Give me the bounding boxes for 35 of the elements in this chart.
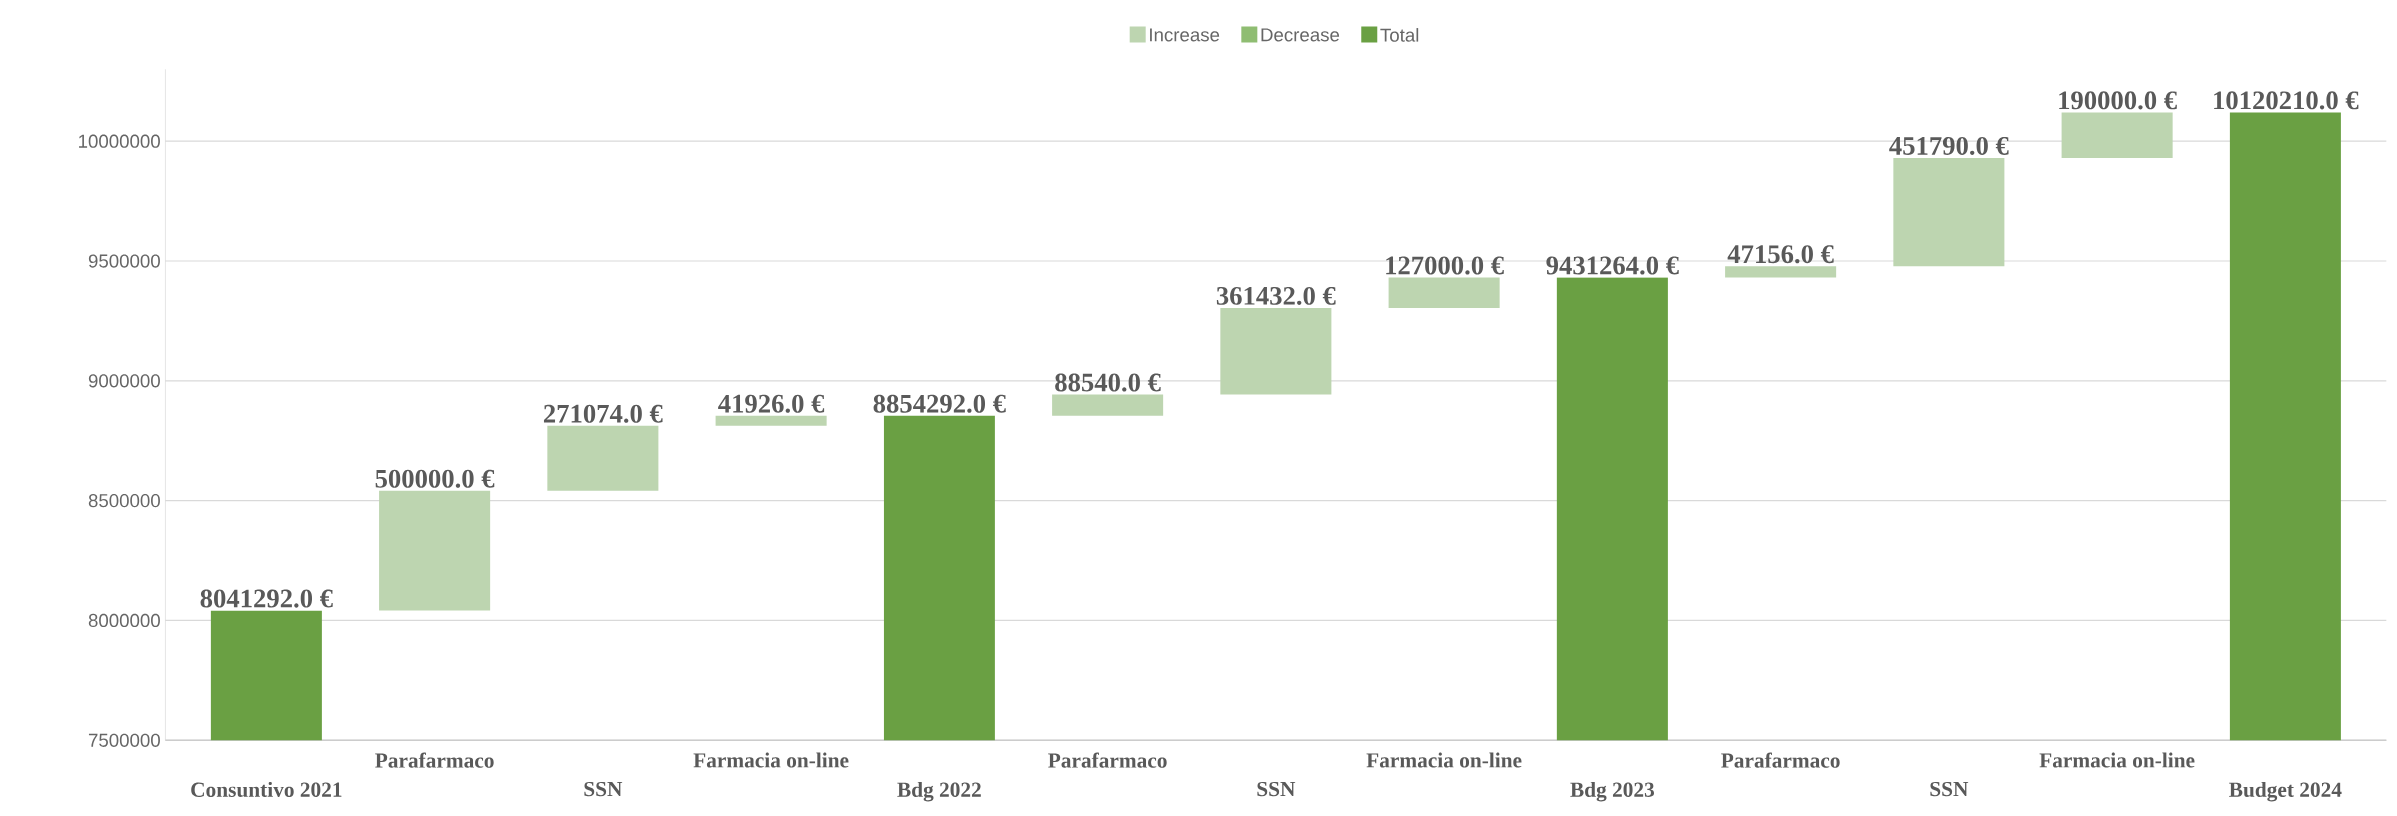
y-tick-label: 9500000: [88, 254, 160, 268]
x-tick-label: Parafarmaco: [375, 752, 494, 768]
x-tick-label: Budget 2024: [2229, 781, 2342, 802]
x-tick-label: Parafarmaco: [1721, 752, 1840, 768]
data-label: 8854292.0 €: [873, 394, 1006, 413]
x-tick-label: Farmacia on-line: [2039, 752, 2195, 768]
x-tick-label: Consuntivo 2021: [191, 781, 342, 797]
data-label: 271074.0 €: [543, 404, 663, 423]
x-tick-label: Bdg 2023: [1570, 781, 1655, 802]
data-label: 361432.0 €: [1216, 286, 1336, 305]
x-tick-label: SSN: [1257, 781, 1296, 797]
data-label: 41926.0 €: [718, 394, 825, 413]
legend-label: Total: [1380, 27, 1419, 42]
y-tick-label: 10000000: [79, 134, 160, 148]
x-tick-label: Farmacia on-line: [1366, 752, 1522, 768]
data-label: 8041292.0 €: [200, 589, 333, 608]
y-tick-label: 7500000: [88, 733, 160, 747]
x-tick-label: Farmacia on-line: [693, 752, 849, 768]
data-label: 500000.0 €: [375, 469, 495, 488]
data-label: 47156.0 €: [1727, 244, 1834, 264]
data-label: 451790.0 €: [1889, 136, 2009, 155]
data-label: 190000.0 €: [2059, 91, 2177, 110]
y-tick-label: 9000000: [88, 374, 160, 388]
data-label: 9431264.0 €: [1546, 256, 1679, 275]
data-label: 10120210.0 €: [2214, 91, 2359, 110]
y-tick-label: 8500000: [88, 493, 160, 508]
x-tick-label: Parafarmaco: [1048, 752, 1167, 768]
x-tick-label: SSN: [584, 781, 623, 797]
data-label: 127000.0 €: [1386, 256, 1504, 275]
x-tick-label: Bdg 2022: [897, 781, 981, 802]
legend-label: Increase: [1150, 28, 1220, 42]
data-label: 88540.0 €: [1055, 373, 1161, 392]
x-tick-label: SSN: [1930, 781, 1969, 797]
legend-label: Decrease: [1261, 28, 1340, 42]
y-tick-label: 8000000: [88, 613, 160, 627]
